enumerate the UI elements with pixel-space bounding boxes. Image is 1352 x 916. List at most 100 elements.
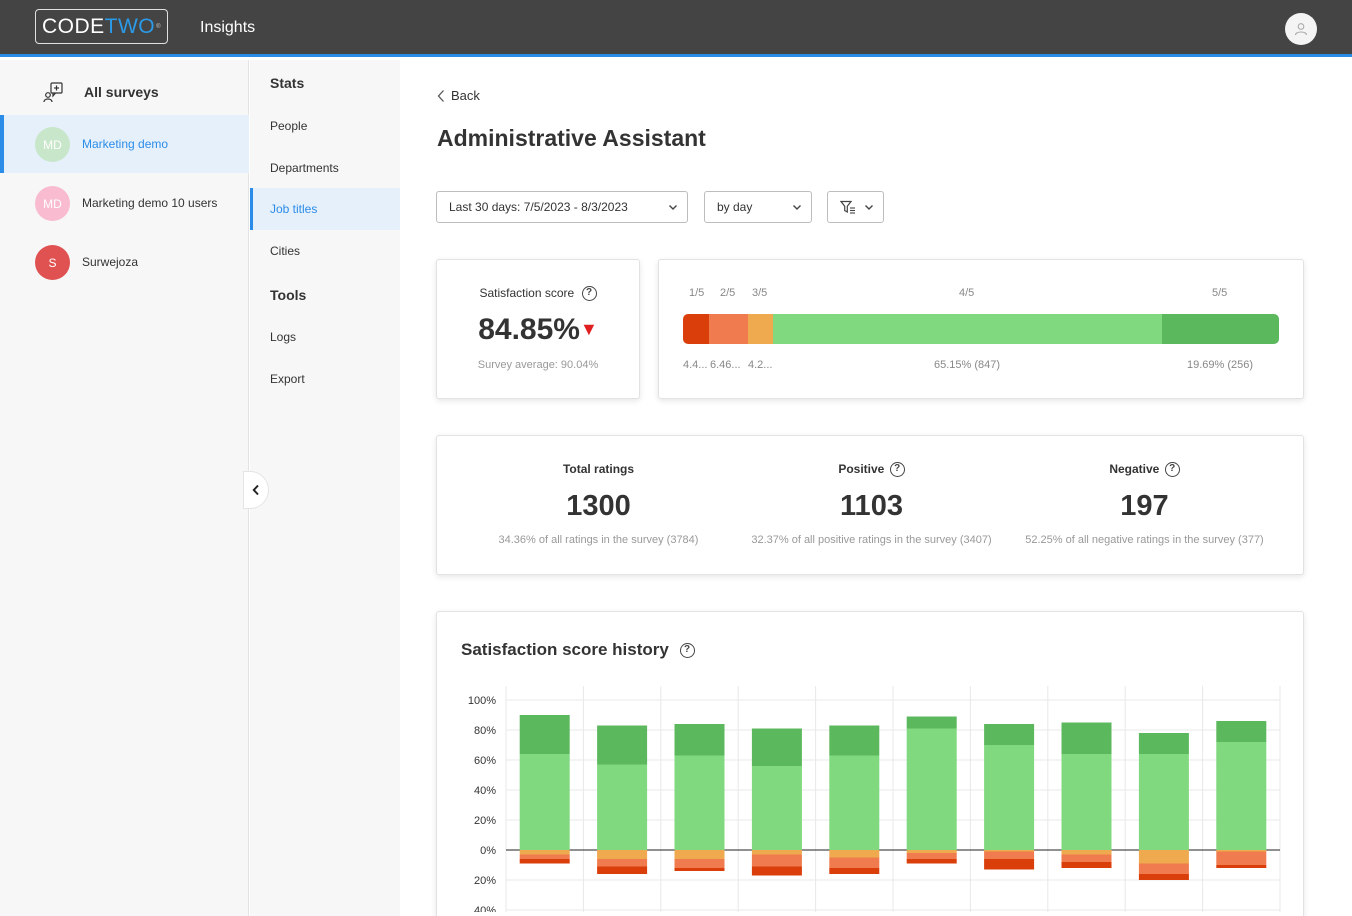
help-icon[interactable]: ? xyxy=(581,286,597,302)
bar-segment-3-5[interactable] xyxy=(519,850,570,855)
survey-item-marketing-demo[interactable]: MD Marketing demo xyxy=(0,115,249,173)
bar-segment-4-5[interactable] xyxy=(906,728,957,851)
bar-segment-5-5[interactable] xyxy=(1061,722,1112,755)
help-icon[interactable]: ? xyxy=(1164,462,1180,478)
bar-segment-4-5[interactable] xyxy=(519,754,570,850)
bar-segment-1-5[interactable] xyxy=(1138,874,1189,880)
y-tick-label: 60% xyxy=(474,755,496,767)
history-bar-6[interactable] xyxy=(906,716,957,864)
positive-sub: 32.37% of all positive ratings in the su… xyxy=(751,534,992,546)
bar-segment-4-5[interactable] xyxy=(984,745,1035,850)
bar-segment-2-5[interactable] xyxy=(1061,854,1112,863)
bar-segment-4-5[interactable] xyxy=(751,766,802,850)
history-bar-8[interactable] xyxy=(1061,722,1112,869)
history-bar-5[interactable] xyxy=(829,725,880,875)
bar-segment-3-5[interactable] xyxy=(1138,850,1189,864)
all-surveys-link[interactable]: All surveys xyxy=(0,75,249,109)
subnav-item-export[interactable]: Export xyxy=(270,372,305,386)
survey-item-surwejoza[interactable]: S Surwejoza xyxy=(0,233,249,291)
bar-segment-1-5[interactable] xyxy=(829,868,880,874)
history-bar-2[interactable] xyxy=(597,725,648,875)
dist-segment-1[interactable] xyxy=(683,314,710,344)
codetwo-logo[interactable]: CODE TWO ® xyxy=(35,9,168,44)
bar-segment-3-5[interactable] xyxy=(906,850,957,853)
bar-segment-3-5[interactable] xyxy=(751,850,802,855)
app-title: Insights xyxy=(200,19,256,36)
bar-segment-2-5[interactable] xyxy=(751,854,802,867)
bar-segment-4-5[interactable] xyxy=(829,755,880,851)
bar-segment-5-5[interactable] xyxy=(674,724,725,756)
y-tick-label: 80% xyxy=(474,725,496,737)
subnav-item-cities[interactable]: Cities xyxy=(270,244,301,258)
chevron-down-icon xyxy=(669,205,677,210)
subnav-item-people[interactable]: People xyxy=(270,119,308,133)
bar-segment-1-5[interactable] xyxy=(1216,865,1267,868)
history-bar-7[interactable] xyxy=(984,724,1035,870)
bar-segment-1-5[interactable] xyxy=(597,866,648,875)
date-range-dropdown[interactable]: Last 30 days: 7/5/2023 - 8/3/2023 xyxy=(436,191,688,223)
dist-segment-5[interactable] xyxy=(1161,314,1279,344)
bar-segment-3-5[interactable] xyxy=(597,850,648,859)
bar-segment-5-5[interactable] xyxy=(597,725,648,765)
bar-segment-5-5[interactable] xyxy=(906,716,957,729)
bar-segment-2-5[interactable] xyxy=(906,853,957,859)
subnav-item-job-titles[interactable]: Job titles xyxy=(250,188,400,230)
bar-segment-1-5[interactable] xyxy=(519,859,570,864)
bar-segment-1-5[interactable] xyxy=(1061,862,1112,868)
dist-value-5: 19.69% (256) xyxy=(1187,359,1254,371)
bar-segment-2-5[interactable] xyxy=(829,857,880,869)
help-icon[interactable]: ? xyxy=(679,643,695,659)
user-avatar-button[interactable] xyxy=(1285,13,1317,45)
history-bar-4[interactable] xyxy=(751,728,802,876)
bar-segment-2-5[interactable] xyxy=(597,859,648,867)
bar-segment-5-5[interactable] xyxy=(984,724,1035,745)
user-icon xyxy=(1294,23,1308,36)
stats-heading: Stats xyxy=(270,75,305,91)
survey-item-marketing-demo-10-users[interactable]: MD Marketing demo 10 users xyxy=(0,174,249,232)
y-tick-label: 20% xyxy=(474,875,496,887)
bar-segment-4-5[interactable] xyxy=(1061,754,1112,850)
help-icon[interactable]: ? xyxy=(889,462,905,478)
bar-segment-2-5[interactable] xyxy=(1138,863,1189,875)
bar-segment-5-5[interactable] xyxy=(1138,733,1189,754)
granularity-value: by day xyxy=(717,200,753,214)
dist-segment-4[interactable] xyxy=(772,314,1162,344)
filter-dropdown[interactable] xyxy=(827,191,884,223)
rating-distribution-card: 1/5 2/5 3/5 4/5 5/5 4.4... 6.46... 4.2..… xyxy=(658,259,1304,399)
subnav-item-logs[interactable]: Logs xyxy=(270,330,297,344)
bar-segment-3-5[interactable] xyxy=(1061,850,1112,855)
granularity-dropdown[interactable]: by day xyxy=(704,191,812,223)
bar-segment-1-5[interactable] xyxy=(751,866,802,876)
history-bar-9[interactable] xyxy=(1138,733,1189,880)
bar-segment-4-5[interactable] xyxy=(1216,742,1267,850)
bar-segment-2-5[interactable] xyxy=(1216,851,1267,866)
bar-segment-4-5[interactable] xyxy=(674,755,725,851)
bar-segment-3-5[interactable] xyxy=(829,850,880,858)
bar-segment-5-5[interactable] xyxy=(519,715,570,754)
y-tick-label: 40% xyxy=(474,905,496,912)
bar-segment-2-5[interactable] xyxy=(674,859,725,868)
bar-segment-5-5[interactable] xyxy=(829,725,880,756)
subnav-item-departments[interactable]: Departments xyxy=(270,161,339,175)
bar-segment-1-5[interactable] xyxy=(674,868,725,871)
dist-segment-2[interactable] xyxy=(709,314,748,344)
back-link[interactable]: Back xyxy=(437,88,480,103)
bar-segment-4-5[interactable] xyxy=(1138,754,1189,850)
bar-segment-3-5[interactable] xyxy=(1216,850,1267,852)
bar-segment-1-5[interactable] xyxy=(906,859,957,864)
dist-segment-3[interactable] xyxy=(747,314,773,344)
bar-segment-2-5[interactable] xyxy=(984,851,1035,860)
bar-segment-5-5[interactable] xyxy=(1216,721,1267,742)
bar-segment-2-5[interactable] xyxy=(519,854,570,860)
bar-segment-3-5[interactable] xyxy=(984,850,1035,852)
bar-segment-5-5[interactable] xyxy=(751,728,802,767)
bar-segment-3-5[interactable] xyxy=(674,850,725,859)
history-bar-1[interactable] xyxy=(519,715,570,864)
history-bar-10[interactable] xyxy=(1216,721,1267,868)
bar-segment-1-5[interactable] xyxy=(984,859,1035,870)
ratings-totals-card: Total ratings 1300 34.36% of all ratings… xyxy=(436,435,1304,575)
chevron-down-icon xyxy=(793,205,801,210)
bar-segment-4-5[interactable] xyxy=(597,764,648,851)
history-bar-3[interactable] xyxy=(674,724,725,871)
total-ratings-value: 1300 xyxy=(566,490,631,522)
